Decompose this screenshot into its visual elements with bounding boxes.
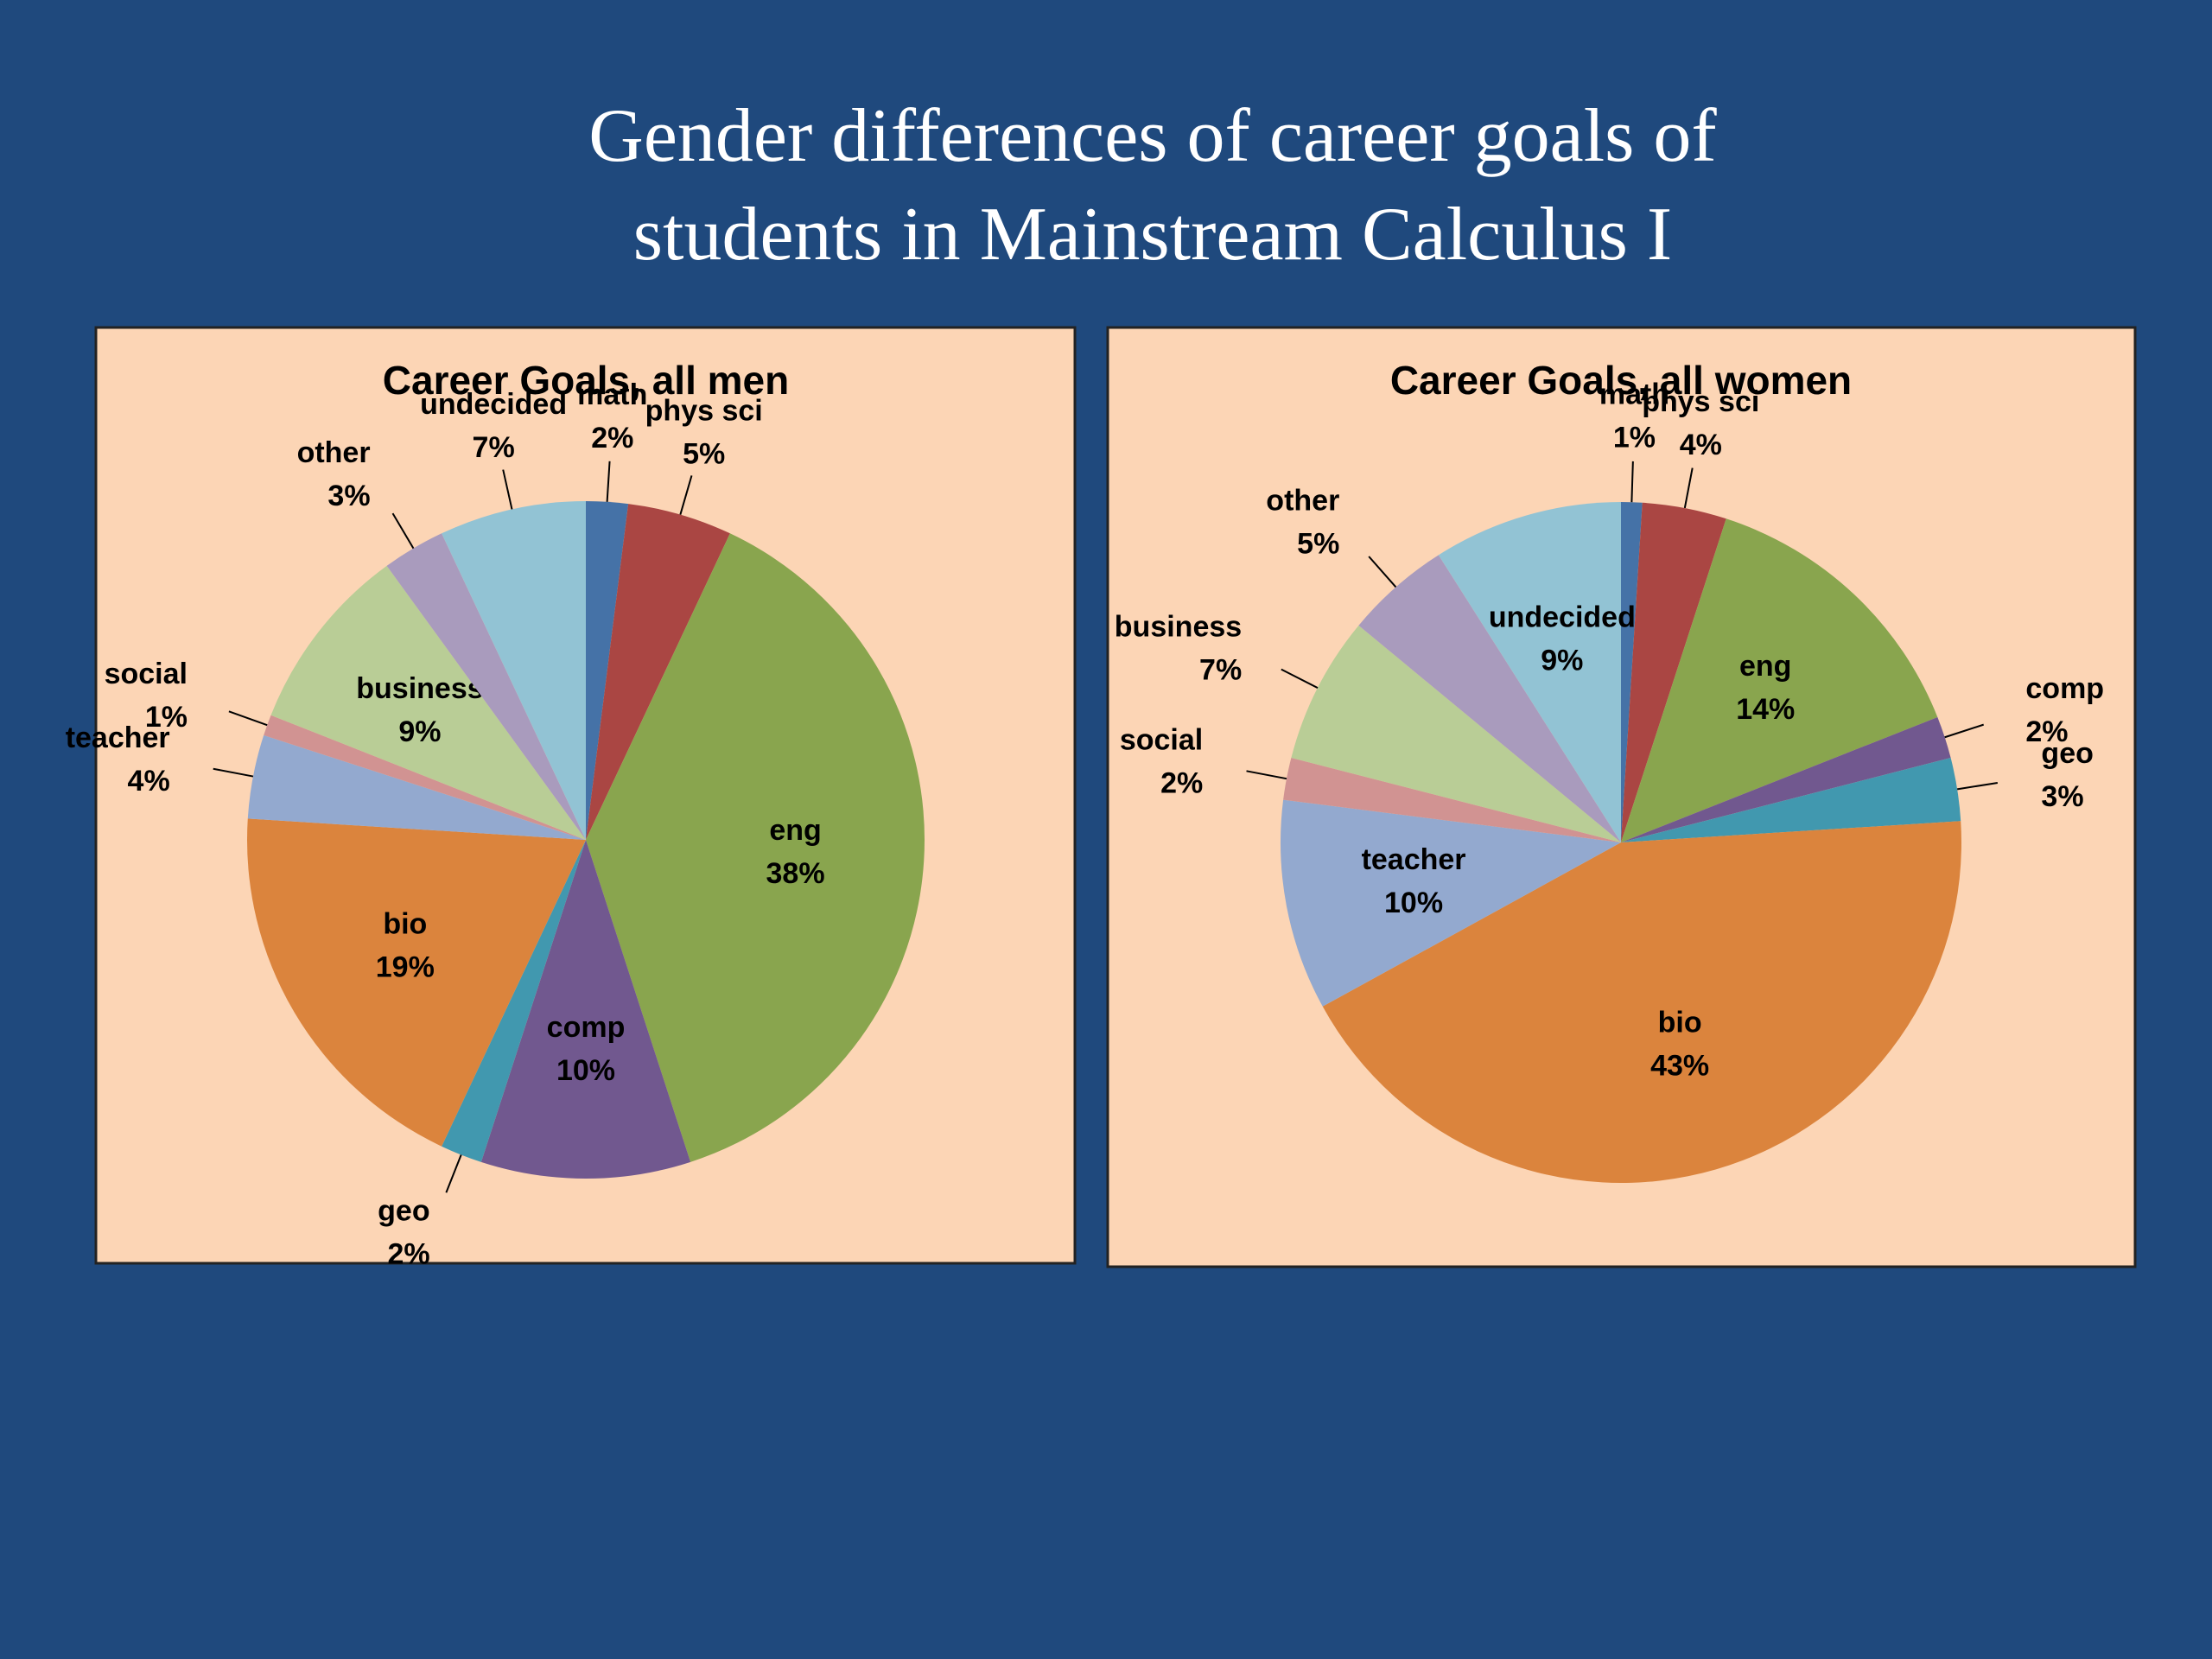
pie-slice xyxy=(386,533,586,840)
slice-category: geo xyxy=(2041,737,2093,770)
slice-category: bio xyxy=(383,908,427,941)
slice-category: other xyxy=(297,436,371,469)
leader-line xyxy=(679,475,693,515)
slice-category: eng xyxy=(1739,650,1791,683)
slice-value-label: 10% xyxy=(1384,887,1443,919)
slice-category: other xyxy=(1266,485,1339,518)
pie-slice xyxy=(1621,716,1951,842)
chart-title: Career Goals, all men xyxy=(383,358,789,403)
pie-slice xyxy=(480,840,691,1179)
slice-value-label: 2% xyxy=(2025,715,2068,748)
pie-slice xyxy=(442,501,586,840)
slice-category: phys sci xyxy=(1642,385,1759,418)
slice-category: undecided xyxy=(1489,601,1636,633)
pie-slice xyxy=(270,565,586,840)
pie-slice xyxy=(586,533,925,1162)
slice-value-label: 14% xyxy=(1736,693,1795,726)
pie-slice xyxy=(586,504,730,840)
slide-title: students in Mainstream Calculus I xyxy=(633,193,1672,276)
slice-value-label: 3% xyxy=(2041,780,2083,813)
leader-line xyxy=(1281,668,1319,690)
slice-value-label: 5% xyxy=(683,437,725,470)
slice-value-label: 2% xyxy=(1160,767,1203,800)
pie-slice xyxy=(1621,518,1938,842)
pie-slice xyxy=(1291,625,1621,842)
slice-value-label: 5% xyxy=(1297,528,1339,561)
leader-line xyxy=(502,469,513,510)
slice-category: bio xyxy=(1658,1007,1702,1039)
leader-line xyxy=(1683,467,1694,509)
pie-slice xyxy=(264,715,586,840)
leader-line xyxy=(1246,770,1287,780)
slice-value-label: 38% xyxy=(766,857,825,890)
slice-category: social xyxy=(1120,724,1203,757)
pie-slice xyxy=(1281,799,1621,1007)
slice-category: business xyxy=(356,672,483,705)
leader-line xyxy=(228,710,268,727)
pie-slice xyxy=(1322,821,1961,1183)
slice-value-label: 1% xyxy=(1613,422,1656,454)
slice-category: undecided xyxy=(420,388,567,421)
chart-title: Career Goals, all women xyxy=(1390,358,1852,403)
slice-category: math xyxy=(1599,378,1669,411)
leader-line xyxy=(445,1154,462,1193)
pie-slice xyxy=(1438,502,1621,842)
slice-value-label: 2% xyxy=(387,1238,429,1271)
leader-line xyxy=(1368,556,1397,588)
leader-line xyxy=(391,512,415,550)
slice-category: math xyxy=(577,378,647,411)
pie-slice xyxy=(1621,502,1643,842)
leader-line xyxy=(1956,781,1999,791)
pie-slice xyxy=(586,501,629,840)
slice-value-label: 7% xyxy=(473,431,515,464)
slice-value-label: 2% xyxy=(591,422,633,454)
pie-slice xyxy=(247,818,586,1147)
slice-category: eng xyxy=(769,814,821,847)
pie-slice xyxy=(1621,502,1726,842)
slice-value-label: 3% xyxy=(327,480,370,512)
slice-category: comp xyxy=(2025,672,2104,705)
slice-value-label: 10% xyxy=(556,1054,615,1087)
slice-value-label: 43% xyxy=(1650,1050,1709,1083)
slice-value-label: 9% xyxy=(1541,644,1583,677)
slice-value-label: 19% xyxy=(376,951,435,984)
slice-category: phys sci xyxy=(645,394,763,427)
leader-line xyxy=(1630,461,1634,503)
slice-value-label: 9% xyxy=(398,715,441,748)
slice-value-label: 7% xyxy=(1199,653,1242,686)
pie-slice xyxy=(442,840,586,1162)
pie-slice xyxy=(1283,758,1621,842)
slice-category: teacher xyxy=(1362,843,1466,876)
pie-slice xyxy=(1621,758,1961,842)
pie-slice xyxy=(247,734,586,840)
slice-category: teacher xyxy=(66,721,170,754)
slice-category: social xyxy=(105,658,188,690)
leader-line xyxy=(213,767,254,778)
slide-title: Gender differences of career goals of xyxy=(588,94,1717,178)
pie-slice xyxy=(1358,555,1621,842)
leader-line xyxy=(1944,723,1984,739)
slice-category: geo xyxy=(378,1195,429,1228)
slice-value-label: 1% xyxy=(145,701,188,734)
slice-category: comp xyxy=(547,1011,626,1044)
slice-category: business xyxy=(1115,610,1242,643)
slice-value-label: 4% xyxy=(1680,429,1722,461)
leader-line xyxy=(606,461,611,502)
slice-value-label: 4% xyxy=(128,765,170,798)
